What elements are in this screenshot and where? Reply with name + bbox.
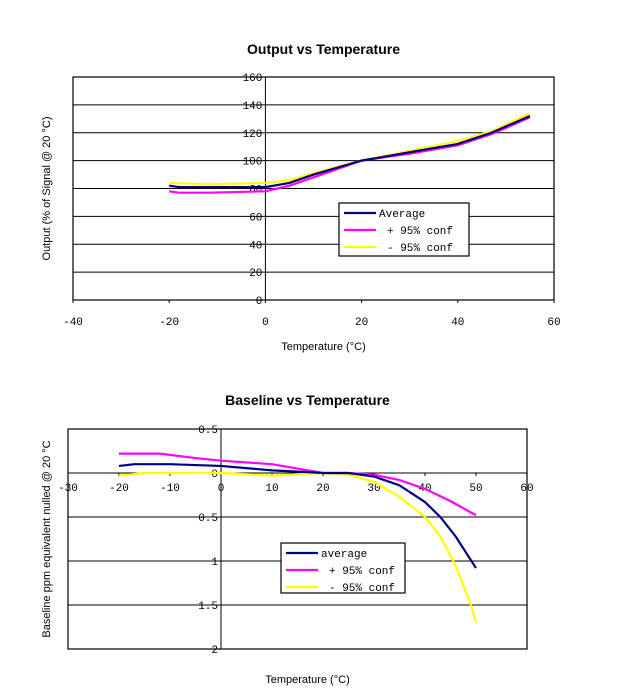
chart-title: Baseline vs Temperature: [225, 392, 390, 408]
y-tick-label: 0: [211, 469, 218, 481]
y-tick-label: 2: [211, 645, 218, 657]
x-tick-label: -10: [160, 483, 180, 495]
legend-label: + 95% conf: [329, 566, 395, 578]
legend-label: - 95% conf: [329, 583, 395, 595]
chart-1: Output vs Temperature0204060801001201401…: [41, 41, 561, 353]
x-tick-label: 60: [520, 483, 533, 495]
plot-area: [72, 76, 555, 301]
y-tick-label: 0: [256, 296, 263, 308]
y-tick-label: 1.5: [198, 601, 218, 613]
legend-label: + 95% conf: [387, 226, 453, 238]
legend: Average + 95% conf - 95% conf: [338, 202, 470, 257]
x-axis-label: Temperature (°C): [281, 341, 365, 353]
chart-2: Baseline vs Temperature 0.5 0 0.5 1 1.5 2 -30 -2…: [41, 392, 534, 686]
x-tick-label: 20: [316, 483, 329, 495]
x-tick-label: 40: [451, 317, 464, 329]
y-tick-label: 60: [249, 212, 262, 224]
x-tick-label: 20: [355, 317, 368, 329]
y-tick-label: 20: [249, 268, 262, 280]
y-tick-label: 1: [211, 557, 218, 569]
series-line-2: [169, 112, 531, 186]
x-axis-label: Temperature (°C): [265, 674, 349, 686]
series-line-1: [169, 116, 531, 194]
legend-label: Average: [379, 209, 425, 221]
x-tick-label: -20: [109, 483, 129, 495]
y-tick-label: 160: [243, 73, 263, 85]
y-tick-label: 0.5: [198, 513, 218, 525]
y-tick-label: 100: [243, 157, 263, 169]
legend-label: average: [321, 549, 367, 561]
y-axis-label: Baseline ppm equivalent nulled @ 20 °C: [41, 440, 53, 637]
x-tick-label: -40: [63, 317, 83, 329]
series-line-0: [118, 463, 477, 569]
y-tick-label: 40: [249, 240, 262, 252]
y-tick-label: 140: [243, 101, 263, 113]
y-tick-label: 0.5: [198, 425, 218, 437]
x-tick-label: 60: [547, 317, 560, 329]
legend-label: - 95% conf: [387, 243, 453, 255]
y-axis-label: Output (% of Signal @ 20 °C): [41, 117, 53, 261]
legend-box: [280, 542, 406, 594]
y-tick-label: 120: [243, 129, 263, 141]
plot-area: [67, 428, 528, 650]
legend: average + 95% conf - 95% conf: [280, 542, 406, 595]
x-tick-label: 30: [367, 483, 380, 495]
x-tick-label: -30: [58, 483, 78, 495]
x-tick-label: 0: [218, 483, 225, 495]
x-tick-label: 10: [265, 483, 278, 495]
x-tick-label: -20: [159, 317, 179, 329]
x-tick-label: 0: [262, 317, 269, 329]
x-tick-label: 50: [469, 483, 482, 495]
chart-title: Output vs Temperature: [247, 41, 400, 57]
series-line-0: [169, 115, 531, 189]
